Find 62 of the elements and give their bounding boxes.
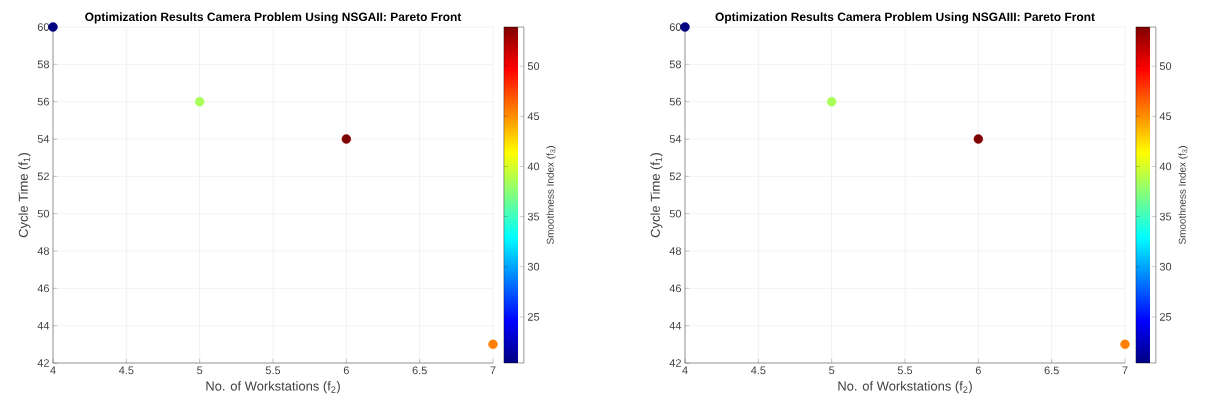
chart-title: Optimization Results Camera Problem Using NSGAII: Pareto Front bbox=[85, 12, 462, 24]
point bbox=[680, 22, 690, 32]
y-tick-label: 48 bbox=[37, 247, 49, 255]
point bbox=[48, 22, 58, 32]
x-tick-label: 5 bbox=[829, 366, 835, 375]
x-tick-label: 4.5 bbox=[750, 366, 766, 375]
x-tick-label: 4 bbox=[682, 366, 688, 375]
y-tick-label: 58 bbox=[669, 60, 682, 69]
y-tick-label: 54 bbox=[669, 135, 682, 143]
x-tick-label: 4 bbox=[50, 366, 56, 375]
color-bar-label: 25 bbox=[527, 313, 540, 321]
y-tick-label: 46 bbox=[669, 284, 682, 293]
x-axis-title: No. of Workstations (f$_{2}$) bbox=[206, 381, 340, 394]
y-tick-label: 42 bbox=[37, 359, 49, 367]
y-axis-title: Cycle Time (f$_{1}$) bbox=[650, 152, 663, 238]
y-tick-label: 50 bbox=[37, 209, 50, 218]
x-tick-label: 7 bbox=[1122, 366, 1128, 375]
y-tick-label: 52 bbox=[669, 172, 681, 181]
x-tick-label: 6 bbox=[975, 366, 981, 375]
color-bar-label: 45 bbox=[1159, 112, 1172, 121]
y-tick-label: 42 bbox=[669, 359, 681, 367]
x-tick-label: 5.5 bbox=[897, 366, 913, 375]
color-bar-label: 30 bbox=[1159, 262, 1172, 271]
y-tick-label: 56 bbox=[669, 97, 682, 106]
y-tick-label: 60 bbox=[37, 23, 50, 31]
color-bar-label: 50 bbox=[527, 62, 540, 70]
y-tick-label: 44 bbox=[669, 321, 682, 330]
color-bar-label: 45 bbox=[527, 112, 540, 121]
color-bar-label: 25 bbox=[1159, 313, 1172, 321]
color-bar-label: 35 bbox=[527, 212, 540, 221]
color-bar-label: 30 bbox=[527, 262, 540, 271]
x-tick-label: 6.5 bbox=[412, 366, 427, 375]
x-tick-label: 5 bbox=[197, 366, 203, 375]
point bbox=[973, 134, 984, 144]
y-tick-label: 50 bbox=[669, 209, 682, 218]
x-axis-title: No. of Workstations (f$_{2}$) bbox=[838, 381, 972, 394]
point bbox=[826, 96, 837, 107]
y-tick-label: 60 bbox=[669, 23, 682, 31]
point bbox=[488, 339, 498, 350]
y-axis-title: Cycle Time (f$_{1}$) bbox=[18, 152, 31, 238]
y-tick-label: 56 bbox=[37, 97, 49, 106]
chart-title: Optimization Results Camera Problem Using NSGAIII: Pareto Front bbox=[715, 12, 1095, 24]
y-tick-label: 52 bbox=[37, 172, 49, 181]
y-tick-label: 48 bbox=[669, 247, 682, 255]
x-tick-label: 6 bbox=[343, 366, 349, 375]
x-tick-label: 6.5 bbox=[1044, 366, 1059, 375]
point bbox=[341, 134, 352, 144]
y-tick-label: 46 bbox=[37, 284, 49, 293]
point bbox=[1120, 339, 1130, 350]
color-bar-label: 35 bbox=[1159, 212, 1172, 221]
x-tick-label: 4.5 bbox=[118, 366, 134, 375]
x-tick-label: 5.5 bbox=[265, 366, 281, 375]
y-tick-label: 44 bbox=[37, 321, 50, 330]
y-tick-label: 54 bbox=[37, 135, 50, 143]
point bbox=[194, 96, 205, 107]
color-bar-label: 40 bbox=[527, 162, 540, 171]
color-bar-title: Smoothness Index (f$_{3}$) bbox=[546, 146, 556, 245]
color-bar-label: 50 bbox=[1159, 62, 1172, 70]
color-bar-label: 40 bbox=[1159, 162, 1172, 171]
y-tick-label: 58 bbox=[37, 60, 49, 69]
x-tick-label: 7 bbox=[490, 366, 496, 375]
color-bar-title: Smoothness Index (f$_{3}$) bbox=[1178, 146, 1188, 245]
